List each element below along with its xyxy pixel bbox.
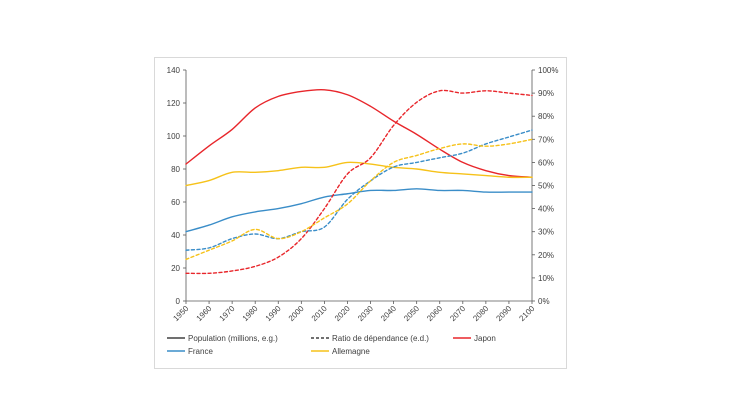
x-tick-label: 1980 — [241, 304, 260, 323]
axes: 0204060801001201400%10%20%30%40%50%60%70… — [167, 66, 559, 323]
x-tick-label: 2020 — [333, 304, 352, 323]
y-right-tick-label: 40% — [538, 205, 554, 214]
y-left-tick-label: 80 — [171, 165, 180, 174]
y-left-tick-label: 0 — [176, 297, 181, 306]
series-line-allemagne-ratio — [185, 138, 533, 261]
y-right-tick-label: 80% — [538, 112, 554, 121]
x-tick-label: 2040 — [379, 304, 398, 323]
y-right-tick-label: 10% — [538, 274, 554, 283]
series-layer — [185, 88, 533, 275]
series-line-japon-ratio — [185, 89, 533, 275]
x-tick-label: 2010 — [310, 304, 329, 323]
x-tick-label: 1990 — [264, 304, 283, 323]
series-line-japon-population — [185, 88, 533, 178]
y-right-tick-label: 20% — [538, 251, 554, 260]
legend: Population (millions, e.g.) Ratio de dépe… — [167, 334, 496, 356]
x-tick-label: 2030 — [356, 304, 375, 323]
y-left-tick-label: 20 — [171, 264, 180, 273]
y-left-tick-label: 60 — [171, 198, 180, 207]
chart-frame — [154, 57, 567, 369]
x-tick-label: 2100 — [517, 304, 536, 323]
series-line-france-population — [185, 188, 533, 233]
y-right-tick-label: 60% — [538, 158, 554, 167]
y-right-tick-label: 50% — [538, 182, 554, 191]
y-right-tick-label: 100% — [538, 66, 558, 75]
series-line-allemagne-population — [185, 161, 533, 187]
y-left-tick-label: 140 — [167, 66, 181, 75]
y-right-tick-label: 90% — [538, 89, 554, 98]
y-right-tick-label: 30% — [538, 228, 554, 237]
legend-label: France — [188, 347, 213, 356]
x-tick-label: 2050 — [402, 304, 421, 323]
y-right-tick-label: 0% — [538, 297, 550, 306]
x-tick-label: 2060 — [425, 304, 444, 323]
legend-label: Population (millions, e.g.) — [188, 334, 278, 343]
x-tick-label: 2000 — [287, 304, 306, 323]
y-left-tick-label: 120 — [167, 99, 181, 108]
x-tick-label: 1960 — [195, 304, 214, 323]
y-left-tick-label: 40 — [171, 231, 180, 240]
x-tick-label: 1950 — [171, 304, 190, 323]
legend-label: Japon — [474, 334, 496, 343]
legend-label: Ratio de dépendance (e.d.) — [332, 334, 429, 343]
series-line-france-ratio — [185, 129, 533, 251]
legend-label: Allemagne — [332, 347, 370, 356]
y-right-tick-label: 70% — [538, 135, 554, 144]
y-left-tick-label: 100 — [167, 132, 181, 141]
x-tick-label: 1970 — [218, 304, 237, 323]
x-tick-label: 2070 — [448, 304, 467, 323]
x-tick-label: 2080 — [471, 304, 490, 323]
x-tick-label: 2090 — [494, 304, 513, 323]
